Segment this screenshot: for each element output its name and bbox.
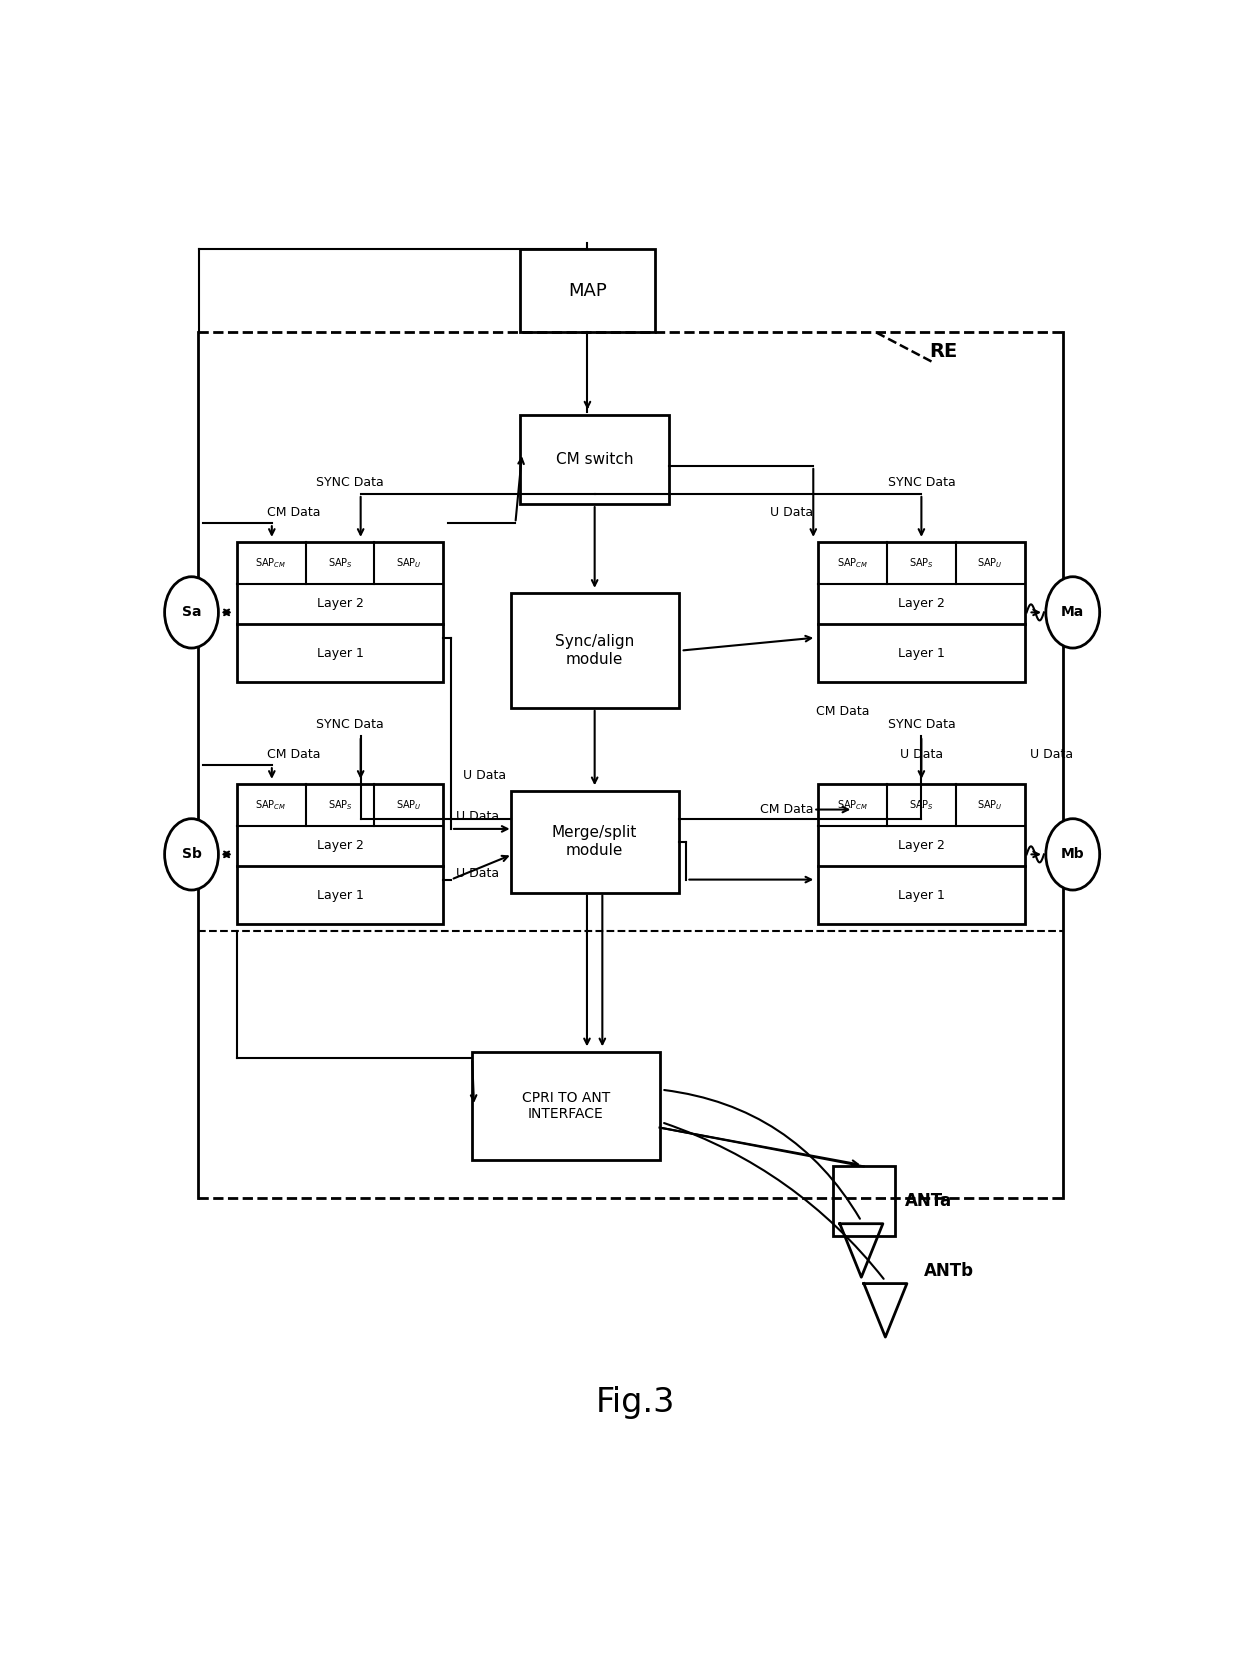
Text: CM Data: CM Data <box>267 506 320 519</box>
Text: CM Data: CM Data <box>760 804 813 815</box>
Text: CM Data: CM Data <box>267 748 320 761</box>
Circle shape <box>1045 819 1100 890</box>
Text: SYNC Data: SYNC Data <box>888 718 955 731</box>
Bar <box>472 1052 660 1159</box>
Text: SAP$_U$: SAP$_U$ <box>977 556 1003 571</box>
Text: SAP$_{CM}$: SAP$_{CM}$ <box>837 799 868 812</box>
Text: Ma: Ma <box>1061 605 1084 619</box>
Text: Layer 2: Layer 2 <box>898 597 945 610</box>
Text: Layer 1: Layer 1 <box>898 647 945 660</box>
Text: SYNC Data: SYNC Data <box>316 718 384 731</box>
Text: CM switch: CM switch <box>556 452 634 466</box>
Bar <box>521 250 655 332</box>
Circle shape <box>165 577 218 648</box>
Text: SAP$_U$: SAP$_U$ <box>396 556 422 571</box>
Text: Mb: Mb <box>1061 847 1085 862</box>
Text: SAP$_S$: SAP$_S$ <box>327 799 352 812</box>
Text: Merge/split
module: Merge/split module <box>552 825 637 858</box>
Text: U Data: U Data <box>463 769 506 782</box>
Text: SAP$_U$: SAP$_U$ <box>977 799 1003 812</box>
Text: Sync/align
module: Sync/align module <box>556 635 635 667</box>
Text: SAP$_S$: SAP$_S$ <box>909 799 934 812</box>
Text: MAP: MAP <box>568 281 606 299</box>
Text: Sa: Sa <box>182 605 201 619</box>
Bar <box>237 784 444 925</box>
Bar <box>818 543 1024 683</box>
Text: Layer 2: Layer 2 <box>316 840 363 852</box>
Text: Layer 2: Layer 2 <box>898 840 945 852</box>
Text: Layer 1: Layer 1 <box>316 888 363 901</box>
Bar <box>818 784 1024 925</box>
Text: SAP$_{CM}$: SAP$_{CM}$ <box>255 799 286 812</box>
Text: Layer 1: Layer 1 <box>316 647 363 660</box>
Circle shape <box>1045 577 1100 648</box>
Text: U Data: U Data <box>900 748 942 761</box>
Text: SYNC Data: SYNC Data <box>316 476 384 490</box>
Text: Sb: Sb <box>181 847 201 862</box>
Text: U Data: U Data <box>1029 748 1073 761</box>
Text: Fig.3: Fig.3 <box>595 1386 676 1419</box>
Text: SAP$_S$: SAP$_S$ <box>909 556 934 571</box>
Text: CM Data: CM Data <box>816 705 869 718</box>
Text: SAP$_{CM}$: SAP$_{CM}$ <box>837 556 868 571</box>
Circle shape <box>165 819 218 890</box>
Bar <box>237 543 444 683</box>
Text: U Data: U Data <box>456 867 498 880</box>
Text: ANTa: ANTa <box>905 1193 952 1209</box>
Bar <box>832 1166 895 1237</box>
Bar <box>511 791 678 893</box>
Text: Layer 2: Layer 2 <box>316 597 363 610</box>
Text: U Data: U Data <box>456 810 498 822</box>
Text: SYNC Data: SYNC Data <box>888 476 955 490</box>
Text: CPRI TO ANT
INTERFACE: CPRI TO ANT INTERFACE <box>522 1090 610 1121</box>
Text: ANTb: ANTb <box>924 1262 973 1280</box>
Text: Layer 1: Layer 1 <box>898 888 945 901</box>
Text: SAP$_{CM}$: SAP$_{CM}$ <box>255 556 286 571</box>
Text: U Data: U Data <box>770 506 813 519</box>
Bar <box>521 415 670 504</box>
Text: RE: RE <box>929 342 957 361</box>
Bar <box>511 594 678 708</box>
Text: SAP$_S$: SAP$_S$ <box>327 556 352 571</box>
Text: SAP$_U$: SAP$_U$ <box>396 799 422 812</box>
